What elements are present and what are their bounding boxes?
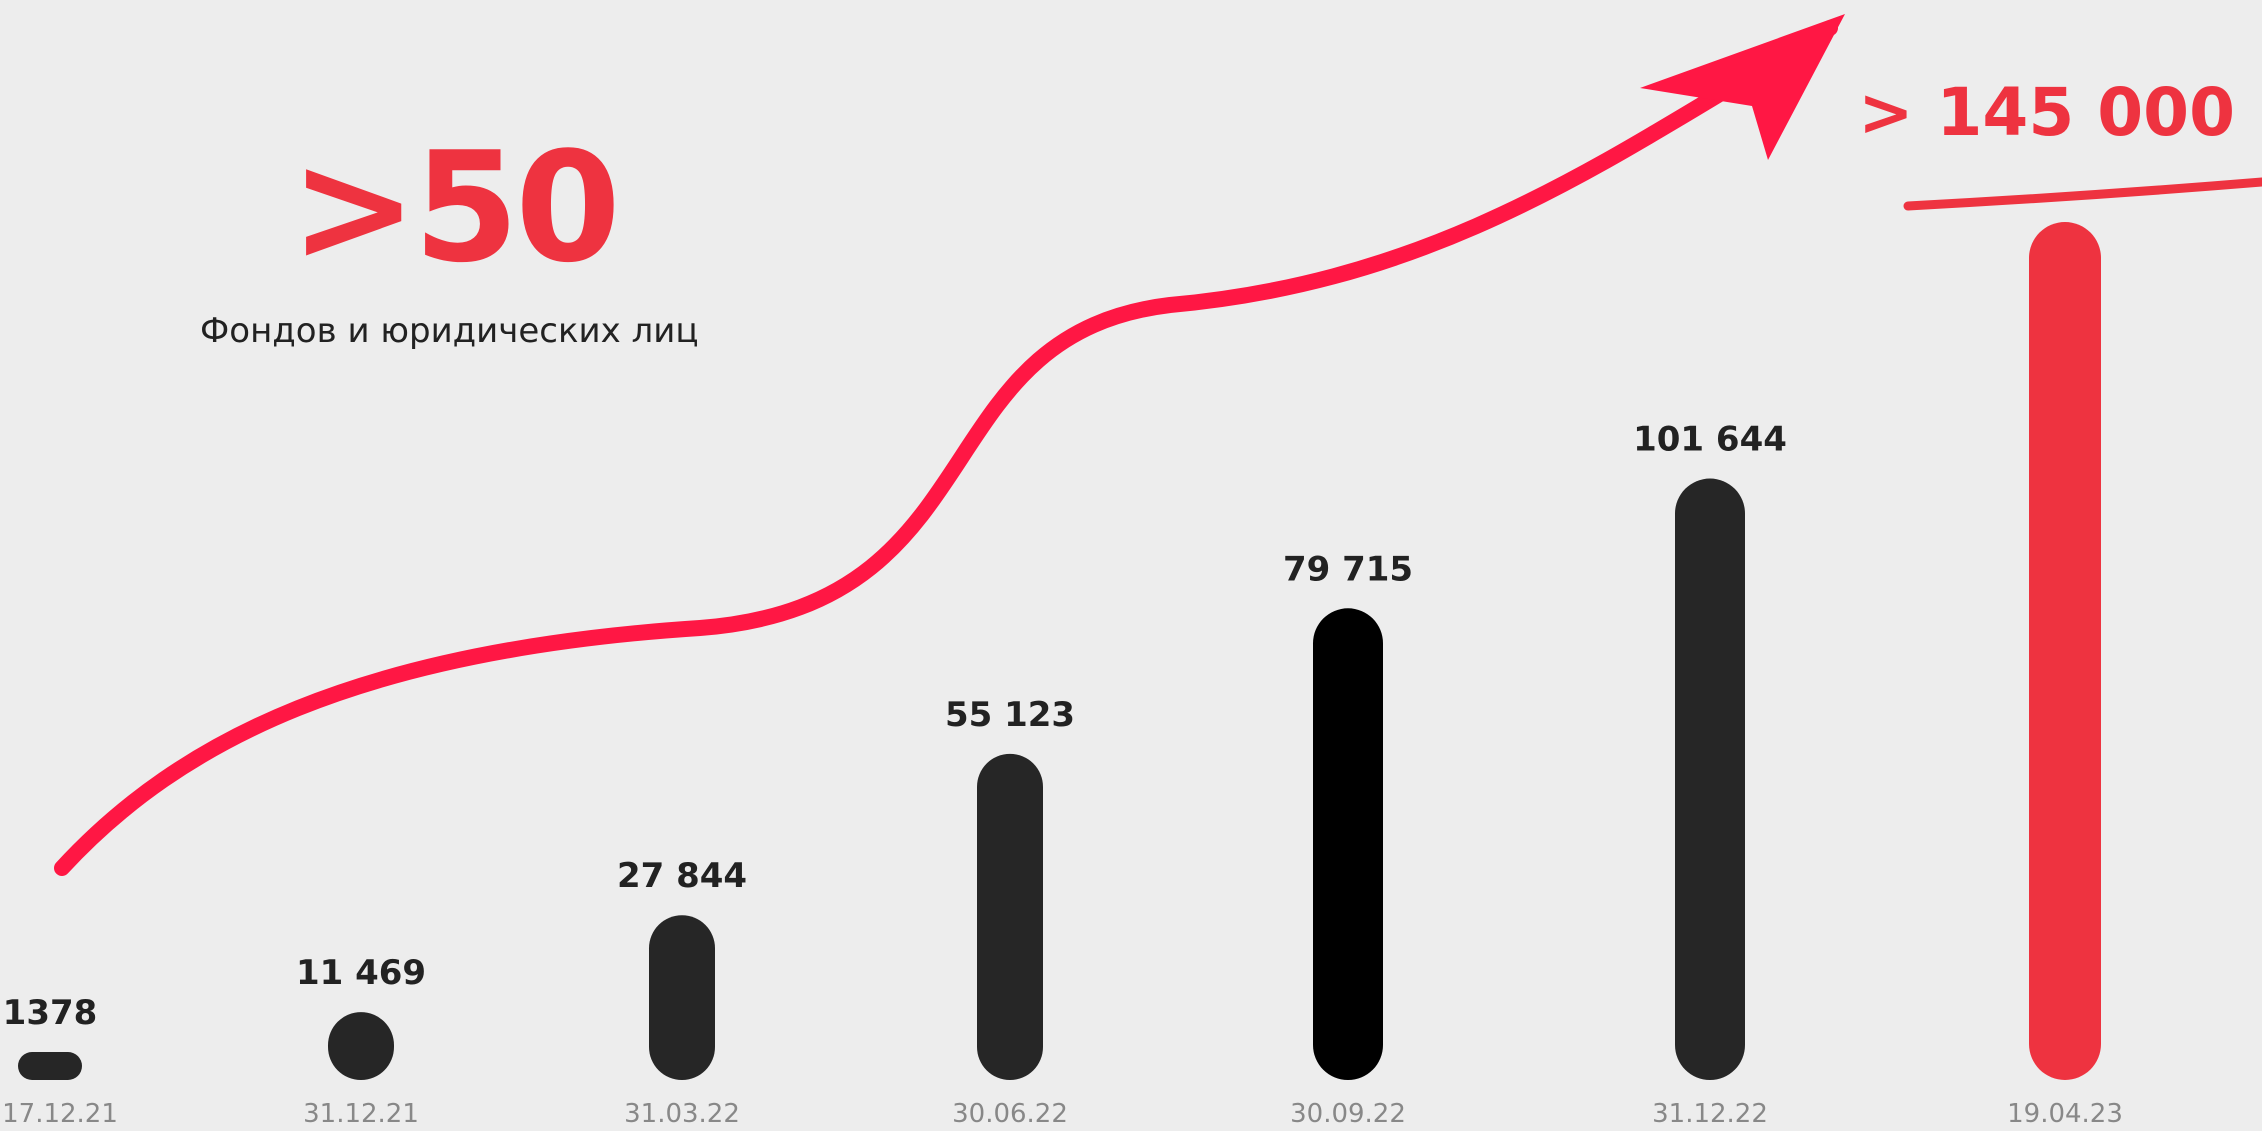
kpi-label: Фондов и юридических лиц: [200, 311, 699, 351]
bar-31.12.22: [1675, 478, 1745, 1080]
bar-19.04.23: [2029, 222, 2101, 1080]
value-label: > 145 000: [1858, 74, 2235, 151]
date-label: 31.12.22: [1652, 1099, 1768, 1129]
bar-31.12.21: [328, 1012, 394, 1080]
date-label: 17.12.21: [2, 1099, 118, 1129]
highlight-underline: [1903, 177, 2262, 211]
value-label: 11 469: [296, 953, 426, 993]
date-label: 30.09.22: [1290, 1099, 1406, 1129]
bar-31.03.22: [649, 915, 715, 1080]
value-label: 27 844: [617, 856, 747, 896]
value-label: 55 123: [945, 695, 1075, 735]
value-label: 1378: [3, 993, 98, 1033]
bar-30.09.22: [1313, 608, 1383, 1080]
bar-30.06.22: [977, 753, 1043, 1080]
date-label: 19.04.23: [2007, 1099, 2123, 1129]
date-label: 30.06.22: [952, 1099, 1068, 1129]
value-label: 79 715: [1283, 549, 1413, 589]
value-label: 101 644: [1633, 420, 1787, 460]
trend-arrow-head: [1640, 14, 1845, 160]
date-label: 31.03.22: [624, 1099, 740, 1129]
kpi-value: >50: [290, 119, 621, 296]
date-label: 31.12.21: [303, 1099, 419, 1129]
trend-arrow-line: [54, 20, 1838, 876]
bar-17.12.21: [18, 1052, 82, 1080]
